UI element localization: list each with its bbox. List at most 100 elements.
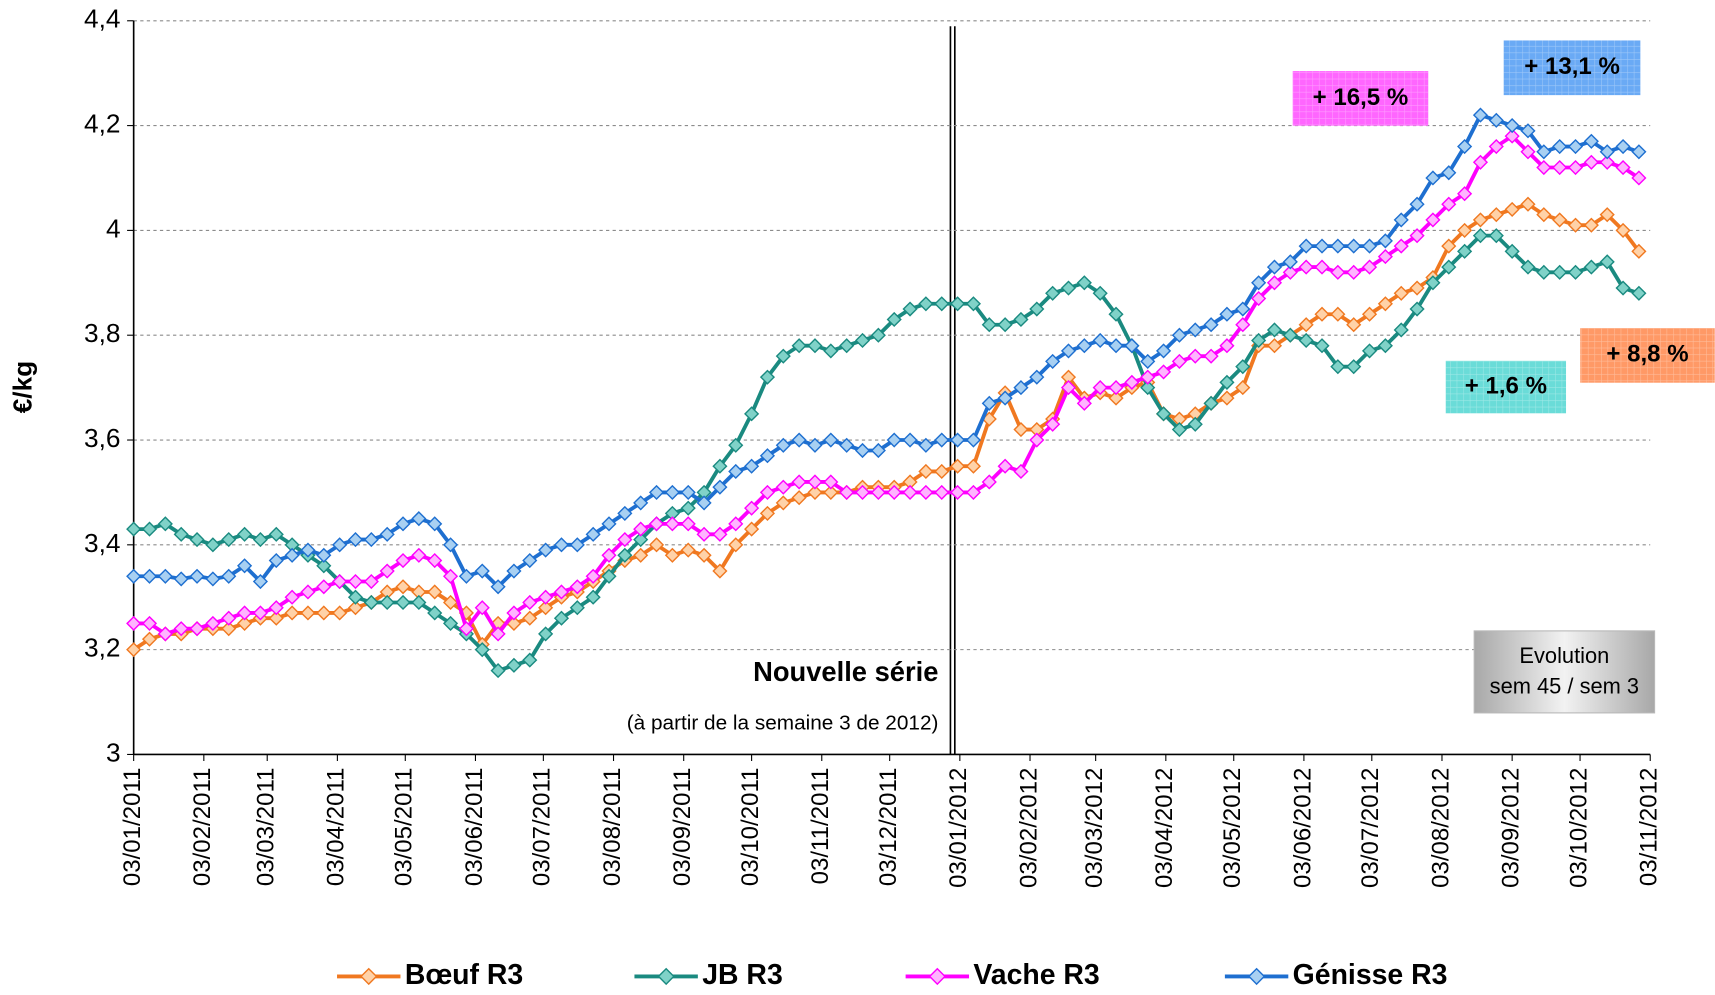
series-marker <box>1298 238 1314 254</box>
series-marker <box>363 573 379 590</box>
series-marker <box>1567 159 1584 176</box>
series-marker <box>252 573 268 590</box>
series-marker <box>981 317 997 333</box>
series-marker <box>1377 296 1393 312</box>
x-tick-label: 03/12/2011 <box>875 768 902 887</box>
series-marker <box>585 589 601 605</box>
series-marker <box>284 589 300 605</box>
series-marker <box>1631 170 1647 186</box>
series-marker <box>601 568 617 584</box>
series-marker <box>918 463 934 480</box>
series-marker <box>427 584 443 600</box>
series-marker <box>1108 338 1124 354</box>
x-tick-label: 03/03/2011 <box>253 768 280 887</box>
series-marker <box>141 631 158 647</box>
annotation: (à partir de la semaine 3 de 2012) <box>627 711 939 734</box>
series-marker <box>379 526 395 542</box>
annotation-hatch <box>1580 328 1715 383</box>
series-marker <box>1377 249 1393 265</box>
series-marker <box>379 563 395 579</box>
series-marker <box>744 406 760 422</box>
x-tick-label: 03/09/2011 <box>669 768 696 887</box>
series-marker <box>395 552 411 569</box>
series-marker <box>1552 212 1568 228</box>
series-marker <box>1393 322 1409 338</box>
x-tick-label: 03/07/2012 <box>1357 768 1384 888</box>
series-marker <box>1171 327 1187 343</box>
series-marker <box>237 615 253 632</box>
series-marker <box>934 432 950 448</box>
series-marker <box>965 458 981 474</box>
series-marker <box>1203 348 1219 364</box>
series-marker <box>205 537 221 553</box>
series-marker <box>1235 317 1251 333</box>
series-marker <box>744 521 760 537</box>
series-marker <box>1361 259 1378 275</box>
series-marker <box>617 532 633 548</box>
annotation-box <box>1473 630 1656 714</box>
series-marker <box>1615 159 1631 176</box>
series-marker <box>1615 280 1631 296</box>
series-marker <box>1536 207 1552 223</box>
series-marker <box>1361 306 1378 322</box>
series-marker <box>189 568 205 584</box>
series-marker <box>1552 264 1568 280</box>
annotation-hatch <box>1292 71 1429 126</box>
series-marker <box>1219 338 1235 354</box>
x-tick-label: 03/08/2011 <box>599 768 626 887</box>
series-marker <box>221 621 237 637</box>
series-marker <box>1282 264 1298 280</box>
series-marker <box>1235 380 1251 396</box>
series-marker <box>1425 212 1441 228</box>
series-marker <box>1457 243 1473 259</box>
series-marker <box>490 663 506 679</box>
series-marker <box>1203 317 1219 333</box>
series-marker <box>728 537 744 553</box>
series-marker <box>1045 353 1061 369</box>
series-marker <box>1441 238 1457 254</box>
series-marker <box>950 458 966 474</box>
series-marker <box>950 484 966 500</box>
series-marker <box>696 526 712 542</box>
series-marker <box>854 442 871 459</box>
series-marker <box>490 579 506 595</box>
series-marker <box>506 657 522 673</box>
series-marker <box>585 526 601 542</box>
series-marker <box>221 610 237 626</box>
series-marker <box>633 495 649 511</box>
series-marker <box>506 563 522 579</box>
series-marker <box>839 338 855 354</box>
series-marker <box>1266 259 1283 275</box>
y-tick-label: 4 <box>106 213 121 243</box>
series-marker <box>918 437 934 453</box>
series-marker <box>1171 353 1187 369</box>
series-marker <box>553 610 570 626</box>
series-marker <box>664 547 680 563</box>
series-marker <box>1425 170 1441 186</box>
x-tick-label: 03/02/2012 <box>1015 768 1042 888</box>
series-marker <box>664 484 680 500</box>
x-tick-label: 03/11/2012 <box>1636 768 1663 887</box>
series-marker <box>823 484 839 500</box>
series-marker <box>316 579 332 595</box>
series-marker <box>1472 212 1489 228</box>
series-marker <box>1488 112 1504 128</box>
series-marker <box>854 332 871 349</box>
series-marker <box>1504 243 1520 259</box>
annotation: Nouvelle série <box>753 656 938 687</box>
series-marker <box>157 516 173 532</box>
series-marker <box>1314 238 1330 254</box>
series-marker <box>854 484 871 500</box>
series-marker <box>1266 322 1283 338</box>
series-marker <box>1219 390 1235 406</box>
series-marker <box>1409 228 1425 244</box>
series-marker <box>1504 118 1520 134</box>
series-marker <box>1282 254 1298 270</box>
series-marker <box>886 484 902 500</box>
series-marker <box>981 474 997 490</box>
series-marker <box>775 348 791 364</box>
series-marker <box>997 458 1013 474</box>
series-marker <box>902 432 918 448</box>
x-tick-label: 03/06/2011 <box>461 768 488 887</box>
series-marker <box>1520 259 1536 275</box>
